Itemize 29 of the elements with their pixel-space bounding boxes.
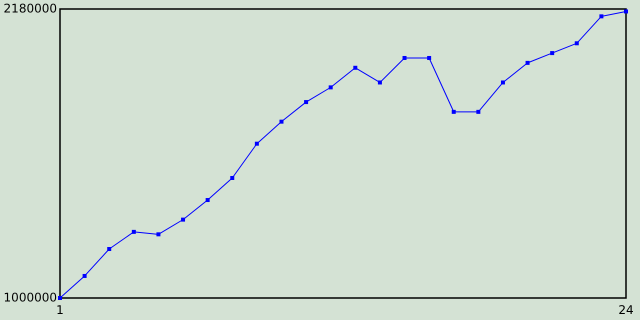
point xyxy=(328,85,333,90)
point xyxy=(230,176,234,180)
point xyxy=(452,110,456,114)
point xyxy=(304,100,308,104)
point xyxy=(181,218,186,222)
point xyxy=(624,9,628,14)
point xyxy=(476,110,480,114)
point xyxy=(500,80,505,84)
point xyxy=(206,198,210,202)
y-tick-label: 2180000 xyxy=(4,1,57,16)
x-tick-label: 24 xyxy=(618,303,634,317)
point xyxy=(58,296,62,300)
point xyxy=(402,56,407,60)
x-tick-label: 1 xyxy=(56,303,64,317)
point xyxy=(279,120,284,124)
point xyxy=(254,142,259,146)
point xyxy=(156,232,160,236)
point xyxy=(599,14,604,18)
y-tick-label: 1000000 xyxy=(4,290,57,304)
point xyxy=(82,274,87,278)
point xyxy=(550,51,554,56)
point xyxy=(427,56,432,60)
point xyxy=(132,230,136,234)
point xyxy=(526,60,530,65)
point xyxy=(353,66,358,70)
line-series xyxy=(58,9,628,300)
point xyxy=(107,247,112,252)
point xyxy=(574,41,579,46)
point xyxy=(378,80,382,84)
